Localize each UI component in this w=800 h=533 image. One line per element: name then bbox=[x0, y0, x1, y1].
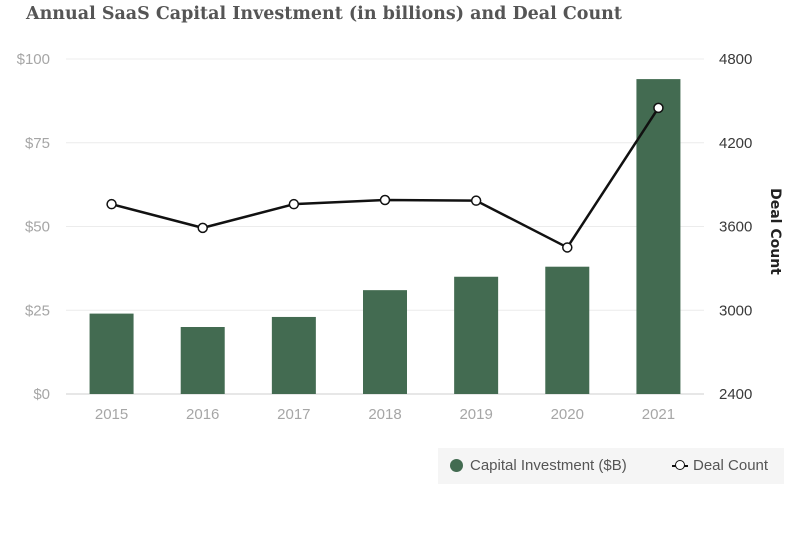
left-axis: $0 $25 $50 $75 $100 bbox=[17, 51, 50, 403]
bar bbox=[545, 266, 590, 394]
bar bbox=[636, 79, 681, 394]
bar-series bbox=[89, 79, 681, 394]
bar bbox=[271, 316, 316, 394]
deal-count-point bbox=[562, 242, 573, 253]
deal-count-point bbox=[470, 195, 482, 206]
deal-count-point bbox=[106, 198, 117, 210]
chart-area: $0 $25 $50 $75 $100 2400 3000 3600 4200 4800 201… bbox=[17, 51, 783, 423]
line-swatch-icon bbox=[672, 459, 688, 472]
deal-count-point bbox=[197, 222, 208, 234]
legend-label-capital-investment: Capital Investment ($B) bbox=[470, 457, 627, 474]
deal-count-point bbox=[379, 194, 391, 206]
deal-count-point bbox=[653, 102, 664, 114]
legend-item-capital-investment[interactable]: Capital Investment ($B) bbox=[450, 457, 627, 474]
right-axis: 2400 3000 3600 4200 4800 bbox=[719, 51, 752, 403]
bar bbox=[89, 313, 134, 394]
right-tick-label: 4800 bbox=[719, 51, 752, 68]
left-tick-label: $75 bbox=[25, 135, 50, 152]
right-tick-label: 3000 bbox=[719, 302, 752, 319]
bar bbox=[363, 290, 407, 394]
bar bbox=[454, 276, 499, 394]
legend-item-deal-count[interactable]: Deal Count bbox=[672, 457, 768, 474]
legend: Capital Investment ($B) Deal Count bbox=[438, 448, 784, 484]
x-tick-label: 2015 bbox=[95, 406, 128, 423]
x-tick-label: 2021 bbox=[642, 406, 675, 423]
chart-title: Annual SaaS Capital Investment (in billi… bbox=[26, 4, 622, 24]
deal-count-point bbox=[288, 198, 300, 210]
line-series bbox=[106, 102, 664, 253]
left-tick-label: $50 bbox=[25, 219, 50, 236]
right-axis-label: Deal Count bbox=[767, 188, 783, 275]
left-tick-label: $100 bbox=[17, 51, 50, 68]
legend-label-deal-count: Deal Count bbox=[693, 457, 769, 474]
left-tick-label: $25 bbox=[25, 302, 50, 319]
right-tick-label: 2400 bbox=[719, 386, 752, 403]
right-tick-label: 3600 bbox=[719, 219, 752, 236]
x-axis: 2015 2016 2017 2018 2019 2020 2021 bbox=[95, 406, 675, 423]
x-tick-label: 2020 bbox=[551, 406, 584, 423]
x-tick-label: 2017 bbox=[277, 406, 310, 423]
x-tick-label: 2018 bbox=[368, 406, 401, 423]
bar-swatch-icon bbox=[450, 459, 463, 472]
x-tick-label: 2016 bbox=[186, 406, 219, 423]
right-tick-label: 4200 bbox=[719, 135, 752, 152]
x-tick-label: 2019 bbox=[459, 406, 492, 423]
left-tick-label: $0 bbox=[33, 386, 50, 403]
bar bbox=[180, 327, 225, 394]
